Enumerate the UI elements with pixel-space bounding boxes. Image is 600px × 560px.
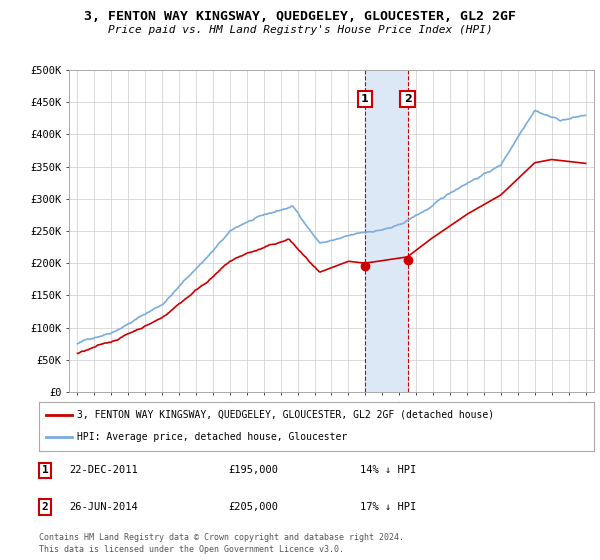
- Text: This data is licensed under the Open Government Licence v3.0.: This data is licensed under the Open Gov…: [39, 545, 344, 554]
- Text: 22-DEC-2011: 22-DEC-2011: [69, 465, 138, 475]
- Text: 26-JUN-2014: 26-JUN-2014: [69, 502, 138, 512]
- Text: 1: 1: [361, 94, 369, 104]
- Text: 3, FENTON WAY KINGSWAY, QUEDGELEY, GLOUCESTER, GL2 2GF (detached house): 3, FENTON WAY KINGSWAY, QUEDGELEY, GLOUC…: [77, 410, 494, 420]
- Text: HPI: Average price, detached house, Gloucester: HPI: Average price, detached house, Glou…: [77, 432, 347, 442]
- Text: 2: 2: [404, 94, 412, 104]
- Text: Contains HM Land Registry data © Crown copyright and database right 2024.: Contains HM Land Registry data © Crown c…: [39, 533, 404, 542]
- Text: 2: 2: [41, 502, 49, 512]
- Text: Price paid vs. HM Land Registry's House Price Index (HPI): Price paid vs. HM Land Registry's House …: [107, 25, 493, 35]
- Text: 1: 1: [41, 465, 49, 475]
- Text: 17% ↓ HPI: 17% ↓ HPI: [360, 502, 416, 512]
- Bar: [365, 70, 407, 392]
- Text: 14% ↓ HPI: 14% ↓ HPI: [360, 465, 416, 475]
- Text: £205,000: £205,000: [228, 502, 278, 512]
- Text: 3, FENTON WAY KINGSWAY, QUEDGELEY, GLOUCESTER, GL2 2GF: 3, FENTON WAY KINGSWAY, QUEDGELEY, GLOUC…: [84, 10, 516, 23]
- Text: £195,000: £195,000: [228, 465, 278, 475]
